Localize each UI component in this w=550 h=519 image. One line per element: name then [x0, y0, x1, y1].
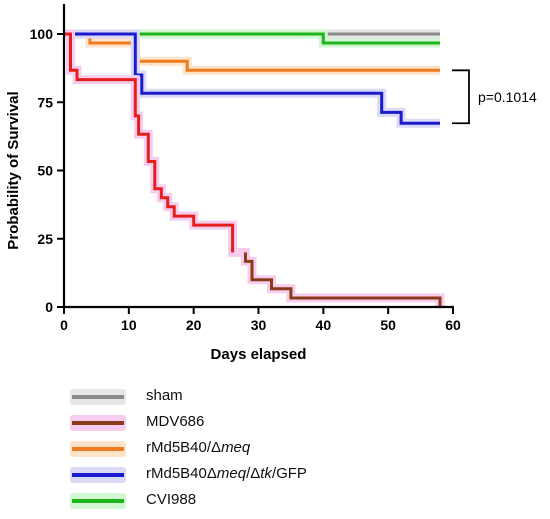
x-axis-label: Days elapsed	[211, 346, 307, 363]
axis-layer: 0 25 50 75 100 0 10 20 30 40 50 60 Days elapsed Proba…	[5, 4, 461, 363]
y-tick-label: 25	[37, 231, 53, 247]
legend: sham MDV686 rMd5B40/Δmeq rMd5B40Δmeq/Δtk/GF…	[60, 384, 540, 514]
legend-label: sham	[146, 387, 183, 404]
legend-label: MDV686	[146, 413, 205, 430]
x-tick-label: 30	[251, 317, 267, 333]
x-tick-label: 20	[186, 317, 202, 333]
y-tick-label: 75	[37, 94, 53, 110]
series-line-mdv686-tail	[244, 252, 442, 307]
legend-label: CVI988	[146, 491, 197, 508]
x-tick-label: 0	[60, 317, 68, 333]
series-layer	[64, 29, 445, 307]
legend-item: sham	[60, 384, 540, 410]
p-value-bracket	[452, 69, 470, 125]
legend-item: rMd5B40/Δmeq	[60, 436, 540, 462]
legend-label: rMd5B40Δmeq/Δtk/GFP	[146, 465, 307, 482]
series-line-cvi988	[64, 32, 440, 45]
legend-label: rMd5B40/Δmeq	[146, 439, 251, 456]
x-tick-label: 10	[121, 317, 137, 333]
legend-swatch	[70, 415, 126, 431]
legend-item: CVI988	[60, 488, 540, 514]
series-line-mdv686	[64, 32, 235, 253]
x-tick-label: 50	[380, 317, 396, 333]
legend-swatch	[70, 493, 126, 509]
series-line-rmd5b40-meq-tk-gfp	[64, 32, 440, 125]
legend-swatch	[70, 441, 126, 457]
legend-swatch	[70, 467, 126, 483]
legend-item: rMd5B40Δmeq/Δtk/GFP	[60, 462, 540, 488]
y-tick-label: 0	[45, 299, 53, 315]
y-tick-label: 100	[30, 26, 54, 42]
annotation-layer: p=0.1014	[452, 69, 537, 125]
x-tick-label: 60	[445, 317, 461, 333]
x-tick-label: 40	[316, 317, 332, 333]
y-tick-label: 50	[37, 163, 53, 179]
legend-item: MDV686	[60, 410, 540, 436]
y-axis-label: Probability of Survival	[5, 91, 22, 249]
survival-chart: 0 25 50 75 100 0 10 20 30 40 50 60 Days elapsed Proba…	[5, 4, 537, 363]
legend-swatch	[70, 389, 126, 405]
p-value-label: p=0.1014	[478, 89, 537, 105]
